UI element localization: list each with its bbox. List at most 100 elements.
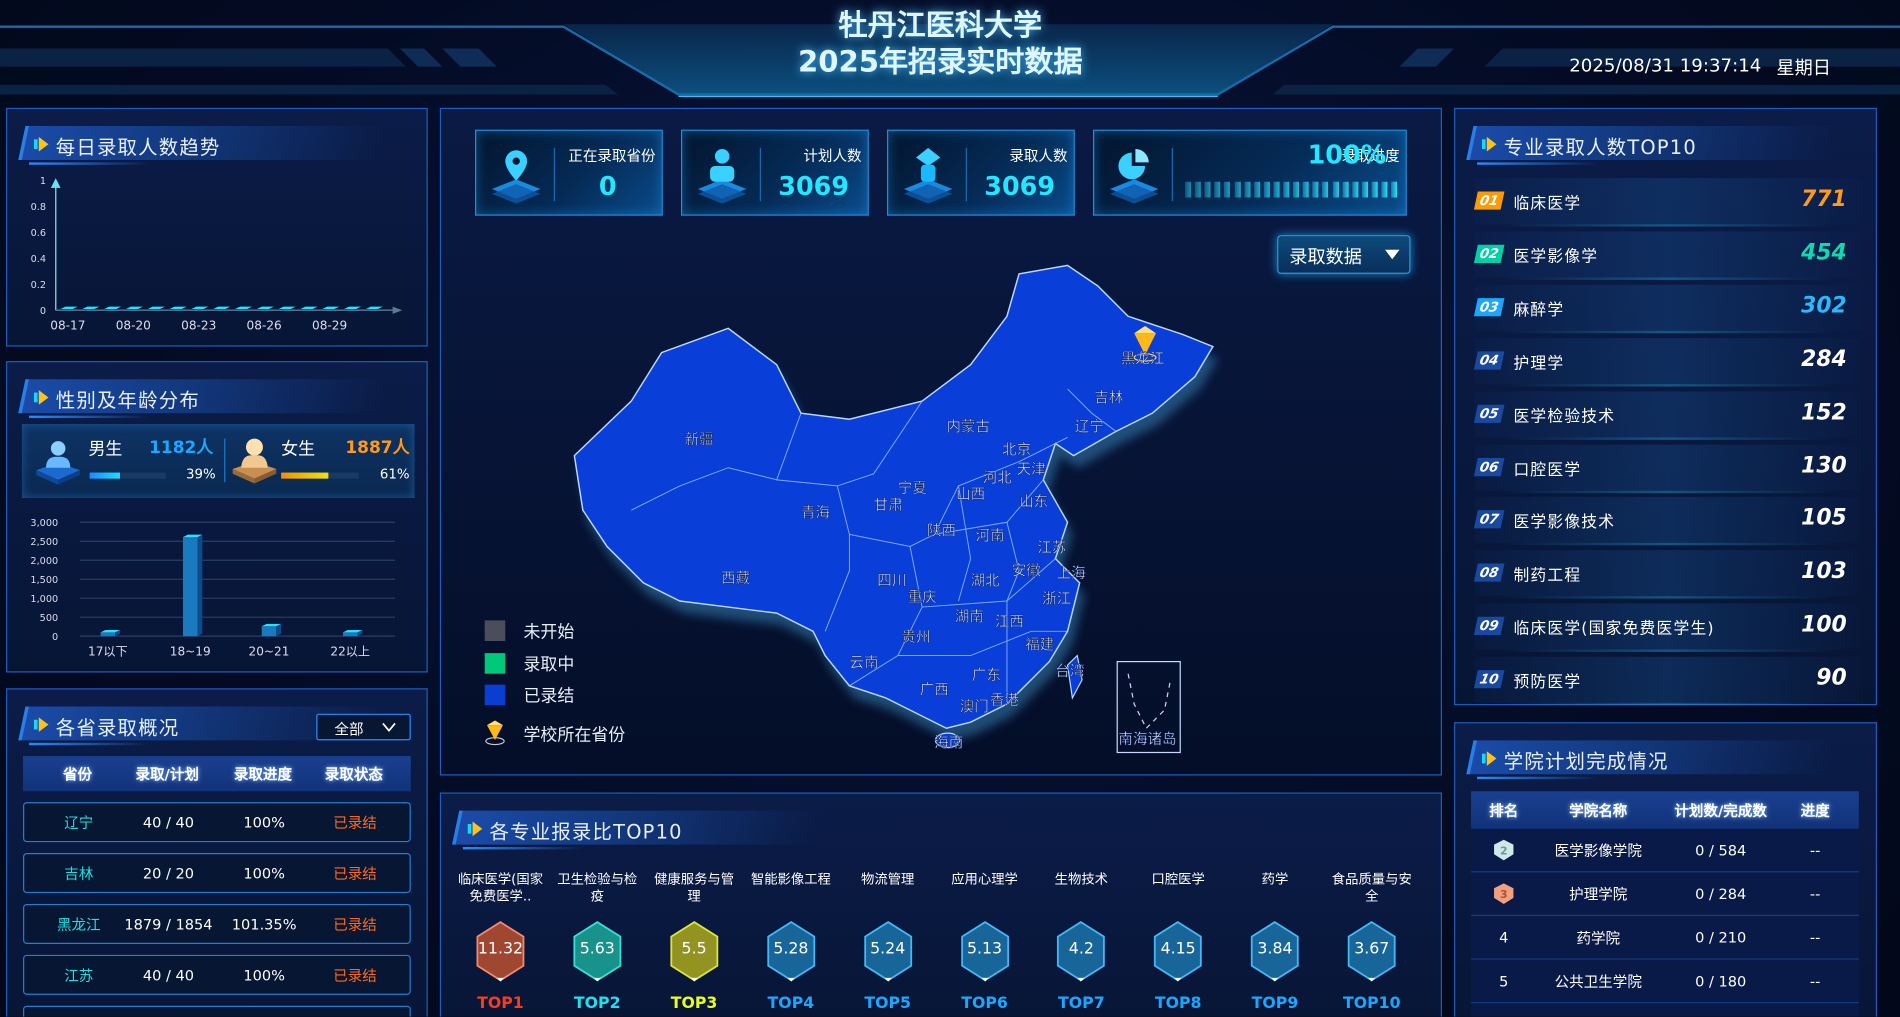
ratio-item[interactable]: 应用心理学 5.13 TOP6: [938, 871, 1030, 1013]
province-label[interactable]: 黑龙江: [1121, 350, 1165, 368]
province-label[interactable]: 甘肃: [873, 497, 903, 514]
x-tick-label: 18~19: [170, 645, 211, 659]
rank-badge: 05: [1473, 404, 1505, 423]
province-label[interactable]: 浙江: [1042, 590, 1072, 607]
province-label[interactable]: 西藏: [721, 570, 751, 587]
age-bar[interactable]: [100, 632, 116, 637]
progress-segment: [1273, 181, 1280, 198]
ratio-item[interactable]: 卫生检验与检疫 5.63 TOP2: [551, 871, 643, 1013]
province-label[interactable]: 四川: [877, 573, 907, 589]
admit-plan-ratio: 40 / 40: [142, 813, 195, 831]
hainan-shape[interactable]: [934, 732, 961, 749]
province-label[interactable]: 天津: [1016, 461, 1046, 478]
province-label[interactable]: 江苏: [1037, 539, 1067, 557]
major-name: 临床医学(国家免费医学生): [1513, 620, 1715, 639]
province-label[interactable]: 安徽: [1012, 562, 1042, 580]
province-label[interactable]: 重庆: [907, 589, 937, 606]
province-label[interactable]: 湖北: [970, 572, 1001, 589]
province-label[interactable]: 陕西: [927, 522, 957, 540]
major-name: 护理学: [1513, 354, 1565, 373]
table-row[interactable]: 3 护理学院 0 / 284 --: [1471, 872, 1859, 917]
data-point: [191, 306, 209, 309]
col-header: 学院名称: [1569, 802, 1628, 820]
province-label[interactable]: 云南: [849, 654, 879, 672]
province-label[interactable]: 内蒙古: [946, 418, 990, 435]
province-label[interactable]: 吉林: [1094, 389, 1124, 406]
ratio-item[interactable]: 食品质量与安全 3.67 TOP10: [1326, 871, 1418, 1013]
province-label[interactable]: 上海: [1056, 565, 1086, 582]
table-row[interactable]: 2 医学影像学院 0 / 584 --: [1471, 828, 1859, 873]
legend-label: 未开始: [523, 622, 575, 643]
province-label[interactable]: 香港: [990, 692, 1020, 709]
plan-ratio: 0 / 210: [1695, 928, 1747, 946]
province-label[interactable]: 新疆: [684, 431, 714, 449]
col-header: 进度: [1800, 802, 1830, 820]
age-bar[interactable]: [261, 626, 277, 637]
province-label[interactable]: 广东: [972, 667, 1002, 684]
panel-title: 各省录取概况: [55, 716, 180, 740]
province-label[interactable]: 辽宁: [1075, 418, 1105, 435]
list-item[interactable]: 03 麻醉学 302: [1473, 284, 1861, 333]
age-bar[interactable]: [182, 537, 198, 637]
list-item[interactable]: 01 临床医学 771: [1473, 178, 1861, 227]
ratio-item[interactable]: 临床医学(国家免费医学.. 11.32 TOP1: [454, 871, 546, 1013]
province-label[interactable]: 宁夏: [898, 480, 928, 497]
table-row[interactable]: 4 药学院 0 / 210 --: [1471, 916, 1859, 960]
province-label[interactable]: 山西: [956, 486, 986, 503]
ratio-item[interactable]: 物流管理 5.24 TOP5: [842, 871, 934, 1013]
hexagon-badge: 3.67: [1346, 920, 1397, 983]
province-label[interactable]: 福建: [1025, 636, 1055, 653]
ratio-item[interactable]: 智能影像工程 5.28 TOP4: [745, 871, 837, 1013]
province-label[interactable]: 海南: [934, 734, 964, 752]
province-label[interactable]: 南海诸岛: [1118, 731, 1177, 748]
table-row[interactable]: 江苏 40 / 40 100% 已录结: [23, 954, 411, 995]
female-icon: [232, 438, 277, 484]
ratio-item[interactable]: 药学 3.84 TOP9: [1229, 871, 1321, 1013]
province-label[interactable]: 江西: [995, 613, 1025, 630]
list-item[interactable]: 05 医学检验技术 152: [1473, 390, 1861, 440]
list-item[interactable]: 10 预防医学 90: [1473, 656, 1861, 706]
rank-label: TOP1: [477, 994, 524, 1014]
province-label[interactable]: 北京: [1002, 441, 1032, 458]
panel-title: 专业录取人数TOP10: [1503, 135, 1697, 159]
province-label[interactable]: 澳门: [959, 698, 989, 715]
y-tick-label: 1: [40, 176, 46, 187]
province-label[interactable]: 河北: [982, 469, 1013, 486]
ratio-item[interactable]: 健康服务与管理 5.5 TOP3: [648, 871, 740, 1013]
age-bar[interactable]: [342, 632, 358, 637]
table-row[interactable]: 辽宁 40 / 40 100% 已录结: [23, 802, 411, 843]
table-row[interactable]: 吉林 20 / 20 100% 已录结: [23, 853, 411, 894]
data-point: [365, 306, 383, 309]
province-label[interactable]: 广西: [919, 681, 949, 698]
male-label: 男生: [88, 439, 123, 460]
province-filter-dropdown[interactable]: 全部: [316, 713, 411, 741]
ratio-item[interactable]: 口腔医学 4.15 TOP8: [1132, 871, 1224, 1013]
table-row[interactable]: 5 公共卫生学院 0 / 180 --: [1471, 959, 1859, 1004]
list-item[interactable]: 04 护理学 284: [1473, 337, 1861, 387]
progress-segment: [1381, 181, 1388, 198]
school-pin-icon: [1133, 325, 1157, 362]
province-label[interactable]: 湖南: [955, 608, 985, 626]
province-name: 黑龙江: [56, 916, 101, 934]
map-data-selector[interactable]: 录取数据: [1277, 235, 1411, 274]
list-item[interactable]: 07 医学影像技术 105: [1473, 497, 1861, 546]
progress-segment: [1332, 181, 1339, 198]
province-label[interactable]: 台湾: [1055, 663, 1085, 680]
admit-count: 105: [1801, 505, 1847, 532]
province-fills[interactable]: [573, 264, 1215, 730]
hexagon-icon: [960, 921, 1009, 982]
taiwan-shape[interactable]: [1066, 654, 1083, 700]
table-row[interactable]: 黑龙江 1879 / 1854 101.35% 已录结: [23, 903, 411, 944]
list-item[interactable]: 06 口腔医学 130: [1473, 444, 1861, 493]
ratio-item[interactable]: 生物技术 4.2 TOP7: [1035, 871, 1127, 1013]
province-label[interactable]: 贵州: [901, 629, 931, 646]
legend-label: 录取中: [523, 655, 575, 675]
list-item[interactable]: 02 医学影像学 454: [1473, 231, 1861, 280]
list-item[interactable]: 09 临床医学(国家免费医学生) 100: [1473, 603, 1861, 653]
province-label[interactable]: 山东: [1019, 493, 1049, 511]
province-label[interactable]: 河南: [975, 527, 1005, 544]
list-item[interactable]: 08 制药工程 103: [1473, 550, 1861, 599]
major-name: 制药工程: [1513, 567, 1582, 586]
province-label[interactable]: 青海: [801, 504, 831, 521]
